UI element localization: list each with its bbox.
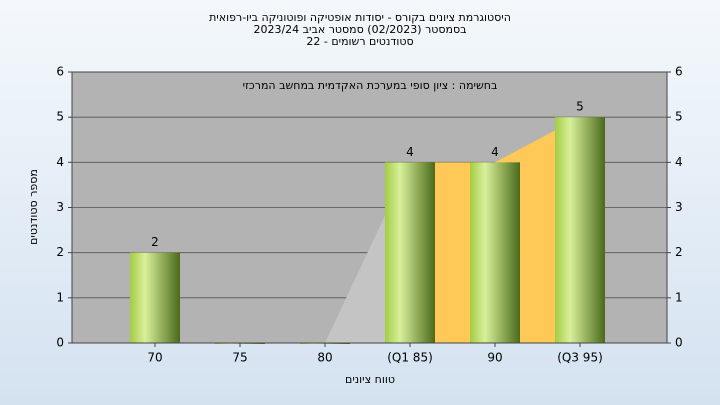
y-tick-label: 3 — [56, 200, 64, 214]
plot-border — [71, 71, 668, 344]
bar — [385, 162, 435, 343]
bar — [470, 162, 520, 343]
y2-tick-label: 5 — [675, 110, 683, 124]
chart-title: סטודנטים רשומים - 22 — [306, 35, 413, 48]
y-tick-label: 6 — [56, 65, 64, 79]
y-tick-label: 0 — [56, 336, 64, 350]
chart-title: בסמסטר (02/2023) סמסטר אביב 2023/24 — [253, 23, 466, 36]
data-label: 4 — [491, 145, 499, 159]
annotation: בחשימה : ציון סופי במערכת האקדמית במחשב … — [243, 79, 498, 92]
y2-tick-label: 0 — [675, 336, 683, 350]
data-label: 5 — [576, 100, 584, 114]
y2-tick-label: 2 — [675, 245, 683, 259]
y-tick-label: 2 — [56, 245, 64, 259]
x-axis-label: טווח ציונים — [345, 373, 395, 386]
x-tick-label: 75 — [232, 351, 247, 365]
x-tick-label: (Q1 85) — [387, 351, 433, 365]
y-tick-label: 5 — [56, 110, 64, 124]
y2-tick-label: 1 — [675, 290, 683, 304]
y2-tick-label: 3 — [675, 200, 683, 214]
x-tick-label: 80 — [317, 351, 332, 365]
y-tick-label: 4 — [56, 155, 64, 169]
y-tick-label: 1 — [56, 290, 64, 304]
data-label: 2 — [151, 235, 159, 249]
y2-tick-label: 4 — [675, 155, 683, 169]
bar — [555, 117, 605, 344]
y2-tick-label: 6 — [675, 65, 683, 79]
data-label: 4 — [406, 145, 414, 159]
x-tick-label: 90 — [487, 351, 502, 365]
y-axis-label: מספר סטודנטים — [27, 169, 40, 245]
x-tick-label: (Q3 95) — [557, 351, 603, 365]
x-tick-label: 70 — [147, 351, 162, 365]
bar — [130, 252, 180, 343]
chart-title: היסטוגרמת ציונים בקורס - יסודות אופטיקה … — [209, 11, 511, 24]
